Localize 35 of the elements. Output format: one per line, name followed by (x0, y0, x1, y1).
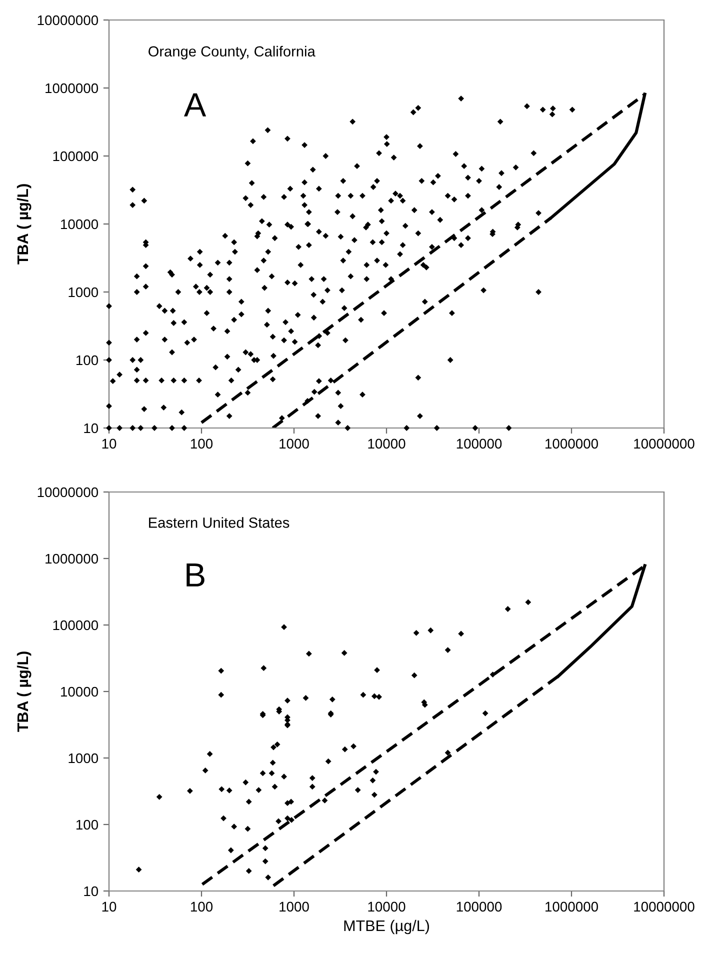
x-tick-label: 1000 (280, 438, 309, 449)
y-tick-label: 1000000 (46, 83, 98, 94)
y-tick-label: 100 (76, 820, 98, 830)
y-tick-label: 1000 (68, 287, 98, 298)
y-tick-label: 100000 (53, 151, 98, 162)
annotation: Orange County, California (148, 46, 316, 60)
y-tick-label: 10 (84, 423, 98, 434)
annotation: B (186, 563, 204, 586)
x-tick-label: 10000000 (634, 438, 694, 449)
annotation: A (184, 93, 206, 116)
y-tick-label: 10000000 (38, 487, 98, 498)
x-tick-label: 1000000 (546, 438, 598, 449)
y-tick-label: 1000000 (46, 554, 98, 564)
y-tick-label: 10000000 (38, 15, 98, 26)
x-tick-label: 100000 (456, 438, 502, 449)
y-tick-label: 100 (76, 355, 98, 366)
y-tick-label: 10 (84, 886, 98, 896)
x-tick-label: 10000 (368, 438, 406, 449)
x-tick-label: 10 (102, 438, 116, 449)
x-tick-label: 100 (190, 438, 213, 449)
x-tick-label: 10000 (368, 902, 406, 912)
x-tick-label: 100000 (456, 902, 502, 912)
x-tick-label: 10 (102, 902, 116, 912)
y-tick-label: 10000 (61, 219, 98, 230)
x-tick-label: 1000 (280, 902, 309, 912)
y-tick-label: 10000 (61, 686, 98, 697)
y-tick-label: 100000 (53, 620, 98, 630)
annotation: Eastern United States (149, 517, 290, 528)
x-tick-label: 100 (190, 902, 213, 912)
x-tick-label: 1000000 (546, 902, 598, 912)
x-axis-title: MTBE (µg/L) (344, 920, 430, 934)
y-tick-label: 1000 (68, 753, 98, 764)
y-axis-title: TBA ( µg/L) (16, 652, 32, 732)
x-tick-label: 10000000 (634, 902, 694, 912)
y-axis-title: TBA ( µg/L) (16, 184, 32, 264)
